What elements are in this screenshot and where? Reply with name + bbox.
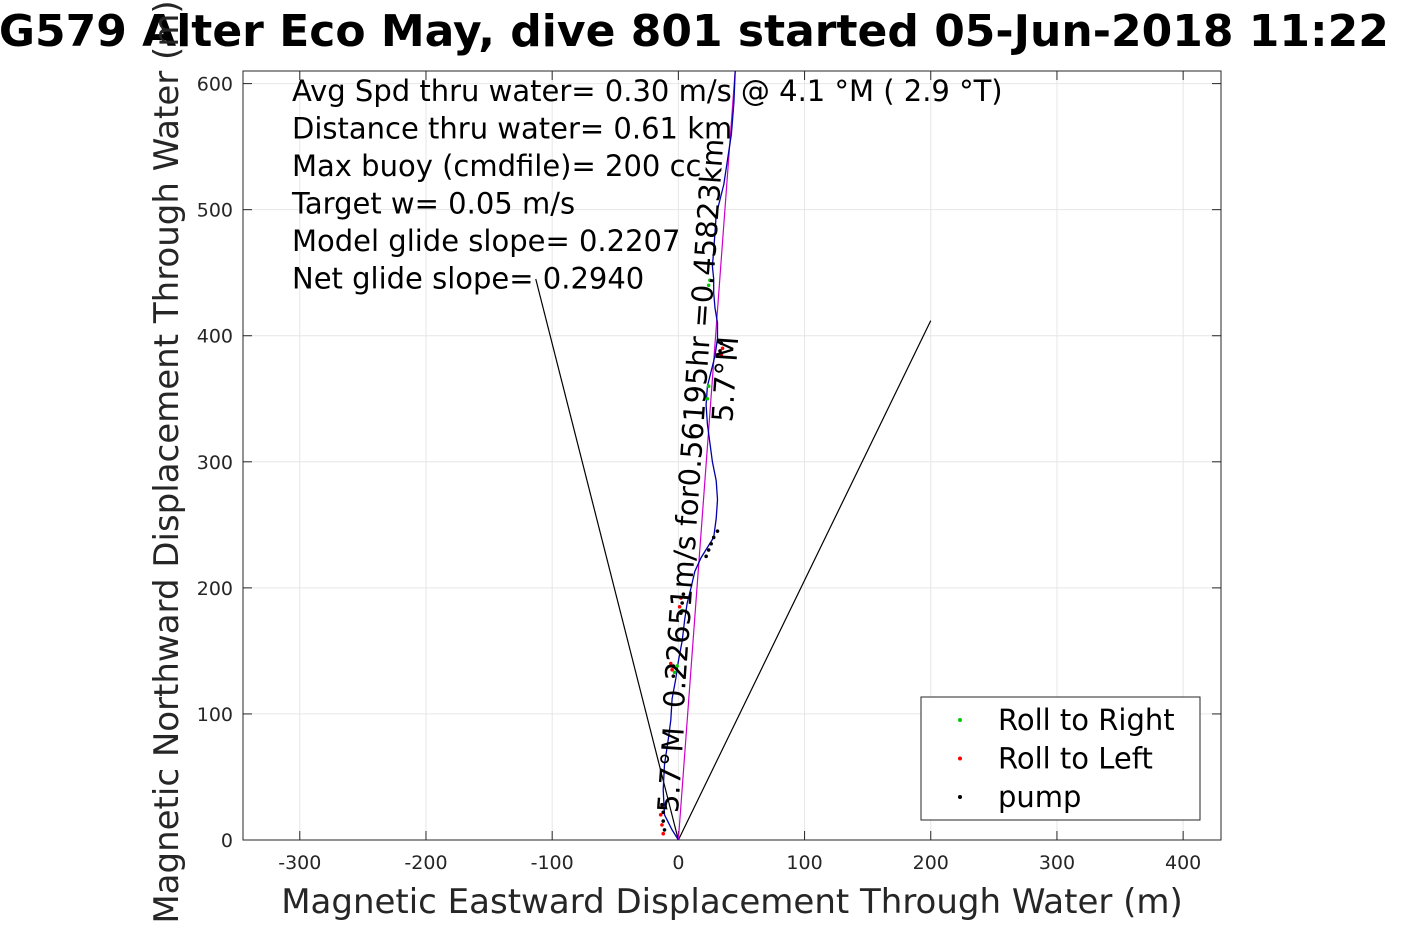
summary-annotation: Max buoy (cmdfile)= 200 cc xyxy=(292,149,701,183)
pump-marker xyxy=(706,548,711,552)
glide-line xyxy=(677,320,932,841)
track-line xyxy=(662,71,736,840)
pump-marker xyxy=(681,592,686,596)
summary-annotation: Model glide slope= 0.2207 xyxy=(292,224,680,258)
summary-annotation: Avg Spd thru water= 0.30 m/s @ 4.1 °M ( … xyxy=(292,74,1003,108)
x-tick-label: -100 xyxy=(531,852,574,874)
legend-marker xyxy=(958,756,962,761)
roll-left-marker xyxy=(679,596,683,600)
legend: Roll to Right Roll to Left pump xyxy=(920,696,1201,821)
segment-label: 5.7°M xyxy=(705,335,745,423)
plot-area-frame xyxy=(242,70,1222,841)
pump-marker xyxy=(660,802,664,807)
summary-annotation: Distance thru water= 0.61 km xyxy=(292,112,732,146)
y-tick-labels: 0 100 200 300 400 500 600 xyxy=(197,74,233,852)
roll-left-marker xyxy=(660,805,664,810)
event-markers xyxy=(658,278,725,836)
roll-left-marker xyxy=(658,812,663,817)
pump-marker xyxy=(711,535,716,540)
y-tick-label: 500 xyxy=(197,200,233,222)
legend-marker xyxy=(958,718,962,722)
roll-left-marker xyxy=(719,352,724,357)
roll-left-marker xyxy=(661,831,666,836)
pump-marker xyxy=(679,611,683,615)
y-tick-label: 0 xyxy=(221,830,233,852)
dive-track xyxy=(662,71,736,840)
legend-label: Roll to Right xyxy=(998,703,1175,737)
roll-right-marker xyxy=(706,283,711,288)
pump-marker xyxy=(662,828,667,832)
roll-right-marker xyxy=(672,670,677,675)
y-tick-label: 200 xyxy=(197,578,233,600)
heading-line-segment xyxy=(677,71,736,840)
y-tick-label: 300 xyxy=(197,452,233,474)
pump-marker xyxy=(718,349,722,353)
roll-left-marker xyxy=(660,823,664,827)
y-axis-label: Magnetic Northward Displacement Through … xyxy=(147,0,187,923)
heading-line xyxy=(677,71,736,840)
summary-annotations: Avg Spd thru water= 0.30 m/s @ 4.1 °M ( … xyxy=(291,74,1003,296)
summary-annotation: Net glide slope= 0.2940 xyxy=(292,262,644,296)
pump-marker xyxy=(715,529,720,533)
roll-right-marker xyxy=(708,278,712,283)
grid-lines xyxy=(243,71,1221,841)
x-axis-label: Magnetic Eastward Displacement Through W… xyxy=(281,882,1183,922)
x-tick-label: -200 xyxy=(404,852,447,874)
pump-marker xyxy=(671,674,676,678)
pump-marker xyxy=(661,810,666,815)
roll-left-marker xyxy=(670,668,674,672)
y-tick-label: 100 xyxy=(197,704,233,726)
legend-label: pump xyxy=(998,780,1081,814)
x-tick-label: -300 xyxy=(278,852,321,874)
roll-right-marker xyxy=(706,384,711,388)
y-tick-label: 400 xyxy=(197,326,233,348)
x-tick-label: 300 xyxy=(1039,852,1075,874)
glide-line xyxy=(535,278,679,841)
roll-left-marker xyxy=(668,661,673,666)
pump-marker xyxy=(661,819,666,823)
x-tick-label: 200 xyxy=(913,852,949,874)
roll-left-marker xyxy=(677,604,682,609)
x-tick-label: 100 xyxy=(786,852,822,874)
legend-marker xyxy=(958,795,962,799)
pump-marker xyxy=(719,341,724,346)
roll-right-marker xyxy=(675,664,679,668)
roll-right-marker xyxy=(705,396,710,401)
summary-annotation: Target w= 0.05 m/s xyxy=(291,187,575,221)
legend-label: Roll to Left xyxy=(998,742,1153,776)
glide-slope-lines xyxy=(535,278,932,841)
pump-marker xyxy=(709,541,713,546)
x-tick-label: 0 xyxy=(672,852,684,874)
x-tick-labels: -300 -200 -100 0 100 200 300 400 xyxy=(278,852,1201,874)
roll-left-marker xyxy=(720,346,725,351)
chart-title: SG579 Alter Eco May, dive 801 started 05… xyxy=(0,6,1389,57)
x-tick-label: 400 xyxy=(1165,852,1201,874)
legend-box xyxy=(920,696,1201,821)
pump-marker xyxy=(680,601,684,605)
pump-marker xyxy=(671,664,676,668)
y-tick-label: 600 xyxy=(197,74,233,96)
segment-label: 5.7°M xyxy=(651,726,691,814)
pump-marker xyxy=(704,554,708,559)
